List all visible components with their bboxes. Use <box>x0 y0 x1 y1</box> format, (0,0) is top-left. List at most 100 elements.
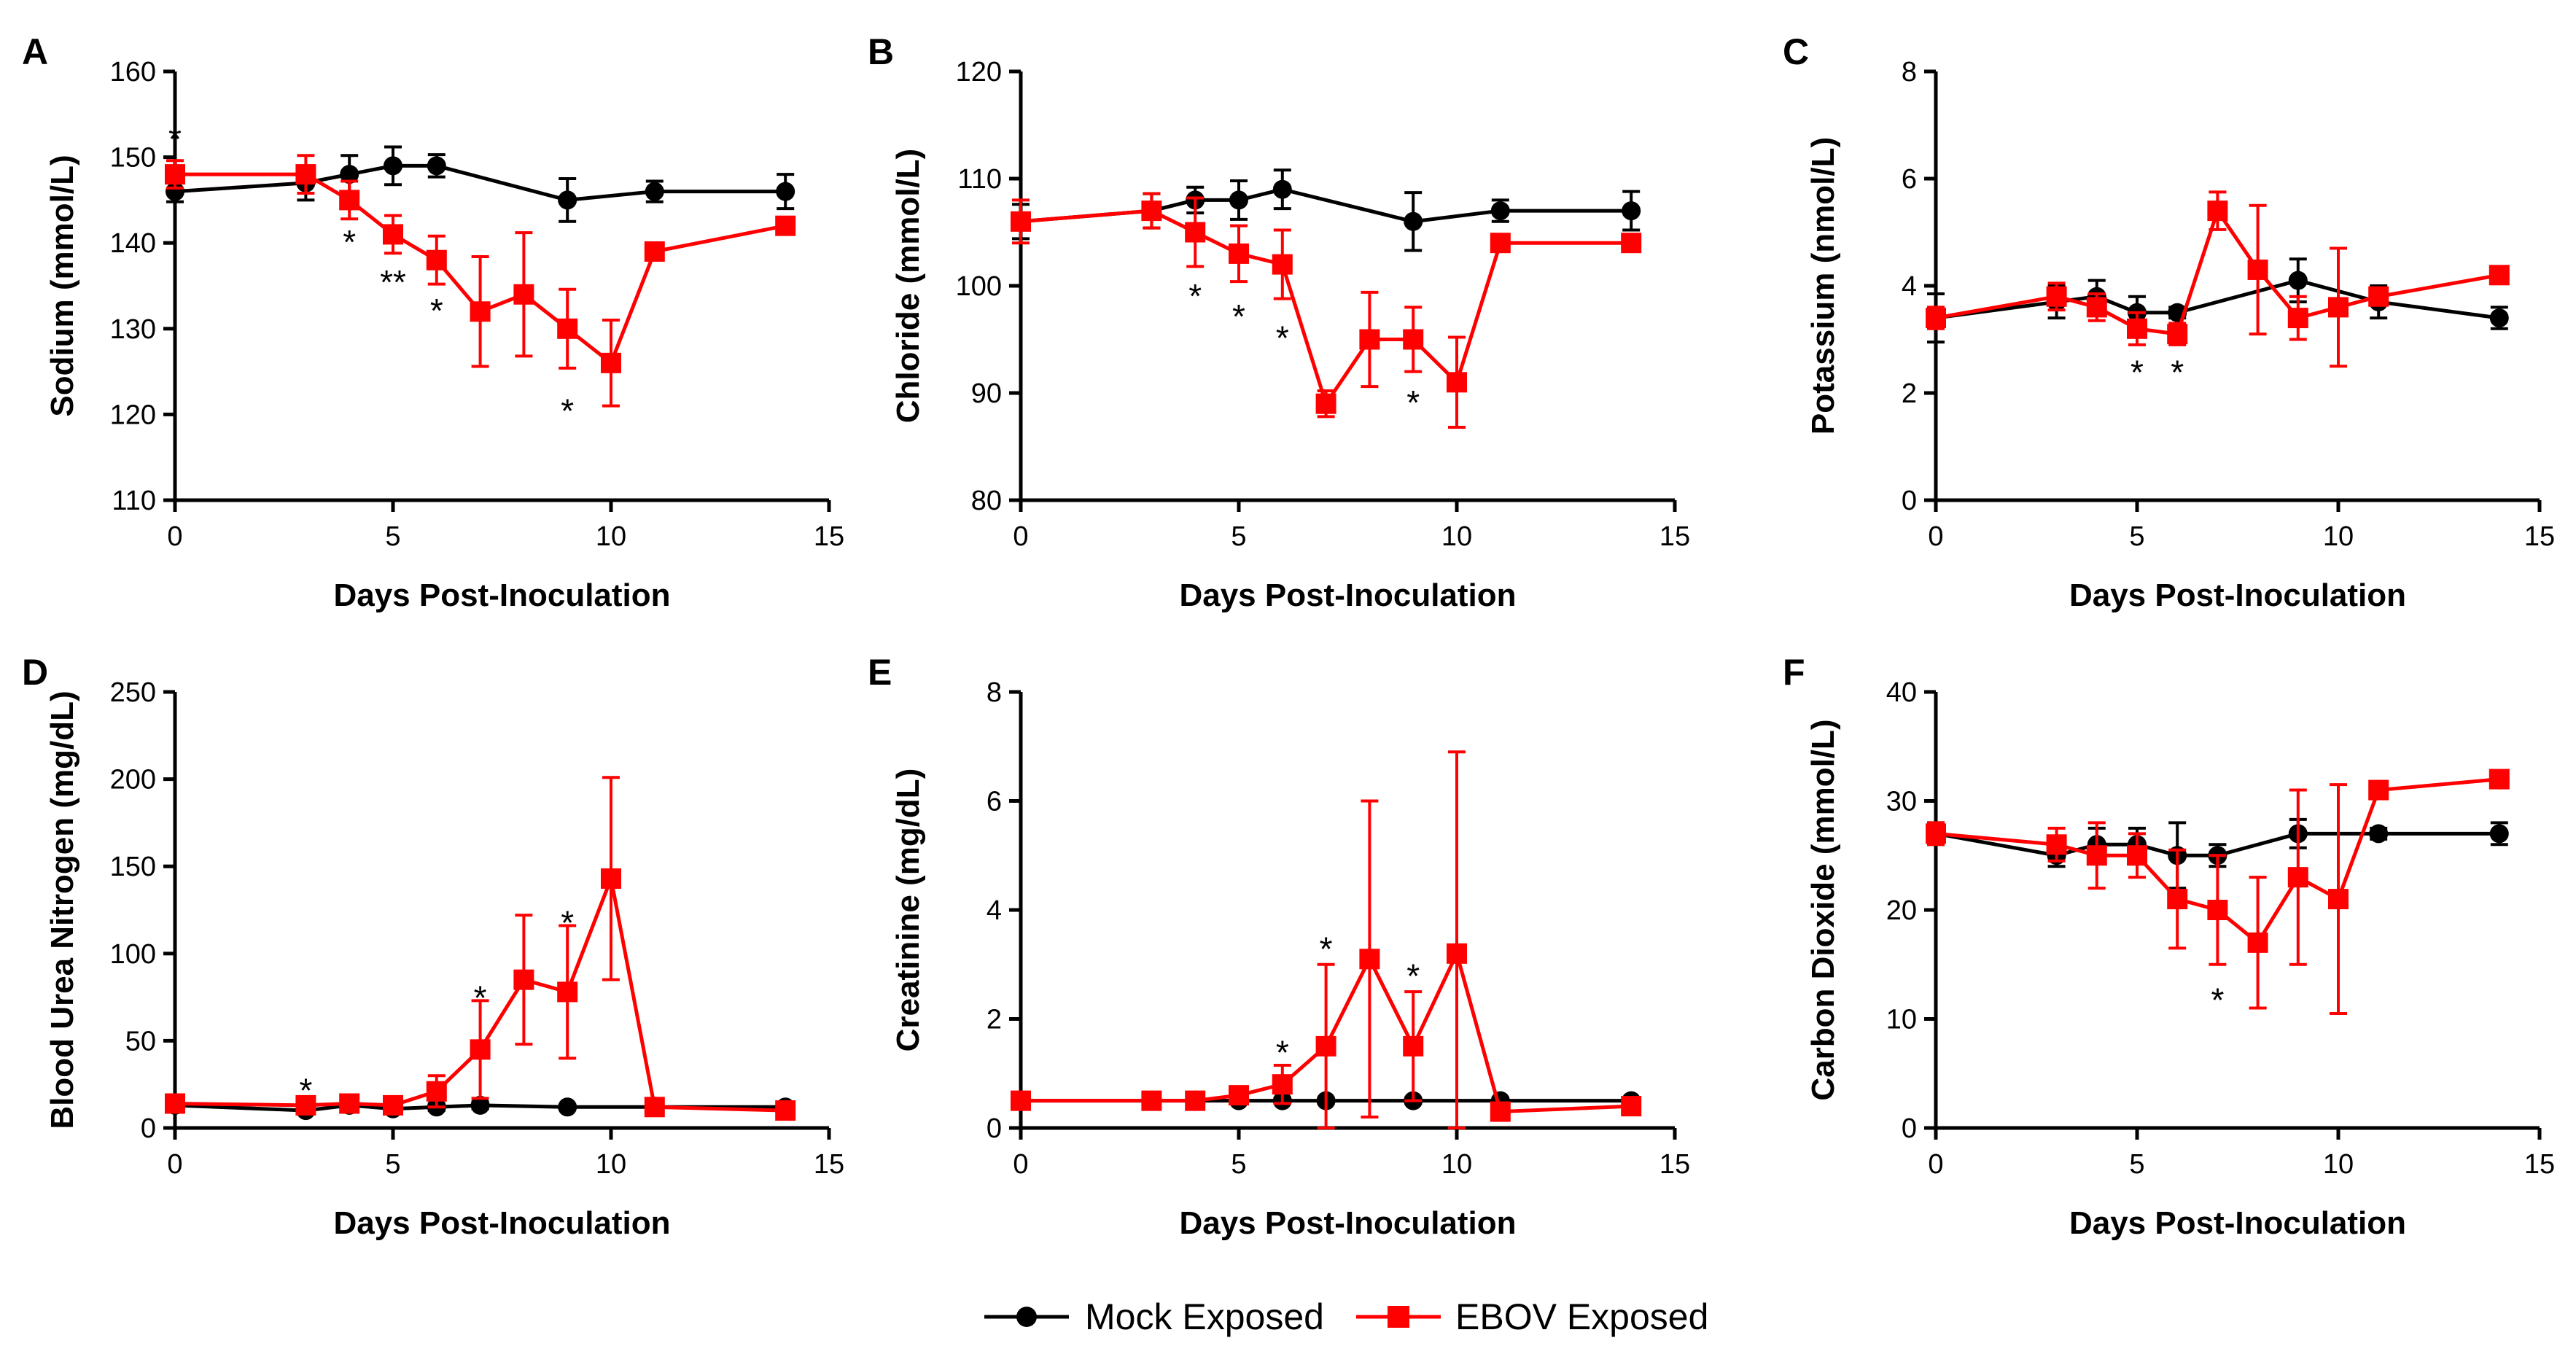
x-tick-label-a: 0 <box>167 521 182 552</box>
y-tick-label-e: 6 <box>987 787 1002 817</box>
data-point-d <box>558 1097 577 1117</box>
significance-mark-c: * <box>2171 354 2184 392</box>
y-tick-label-a: 130 <box>110 314 156 345</box>
data-point-a <box>470 301 491 322</box>
data-point-d <box>339 1093 360 1114</box>
data-point-a <box>295 164 316 185</box>
panel-b: B 0 5 10 15 80 90 100 110 120 Days Post-Inoculatio… <box>868 31 1690 613</box>
data-point-f <box>2287 867 2308 888</box>
data-point-b <box>1403 329 1424 350</box>
data-point-f <box>2247 932 2268 953</box>
data-point-a <box>427 156 446 176</box>
x-axis-title-a: Days Post-Inoculation <box>333 577 670 613</box>
series-line-b <box>1020 187 1632 224</box>
data-point-c <box>2328 297 2349 318</box>
data-point-c <box>2287 308 2308 329</box>
data-point-b <box>1359 329 1380 350</box>
y-tick-label-d: 250 <box>110 677 156 708</box>
y-tick-label-b: 120 <box>956 57 1002 87</box>
data-point-f <box>2207 900 2228 920</box>
data-point-d <box>775 1100 796 1121</box>
x-tick-label-a: 5 <box>385 521 400 552</box>
panel-a: A 0 5 10 15 110 120 130 140 150 160 Days Post-Inocu… <box>22 31 844 613</box>
panel-c: C 0 5 10 15 0 2 4 6 8 Days Post-Inoculation Potassi… <box>1783 31 2555 613</box>
data-point-c <box>2489 265 2510 286</box>
x-tick-label-f: 0 <box>1928 1149 1943 1180</box>
significance-mark-f: * <box>2211 981 2224 1019</box>
data-point-b <box>1447 372 1467 393</box>
data-point-a <box>513 284 534 305</box>
y-tick-label-b: 80 <box>971 486 1002 516</box>
y-axis-title-c: Potassium (nmol/L) <box>1805 137 1841 435</box>
data-point-f <box>2368 779 2389 801</box>
legend-ebov-label: EBOV Exposed <box>1455 1296 1708 1337</box>
series-line-a <box>174 163 786 202</box>
x-tick-label-c: 5 <box>2129 521 2144 552</box>
data-point-c <box>2489 308 2509 328</box>
y-tick-label-e: 0 <box>987 1113 1002 1144</box>
data-point-f <box>2328 889 2349 910</box>
data-point-f <box>2046 834 2067 855</box>
data-point-b <box>1229 243 1249 264</box>
data-point-d <box>644 1097 665 1118</box>
data-point-e <box>1229 1085 1249 1106</box>
series-ebov-d <box>165 776 796 1121</box>
data-point-a <box>558 190 577 210</box>
y-axis-title-b: Chloride (mmol/L) <box>890 149 926 423</box>
y-tick-label-a: 120 <box>110 400 156 430</box>
x-axis-title-c: Days Post-Inoculation <box>2069 577 2406 613</box>
series-ebov-c <box>1926 190 2510 368</box>
data-point-c <box>2167 324 2188 345</box>
x-tick-label-b: 5 <box>1231 521 1246 552</box>
data-point-a <box>340 165 359 184</box>
x-tick-label-b: 15 <box>1659 521 1690 552</box>
significance-mark-a: * <box>168 120 182 158</box>
data-point-d <box>295 1094 316 1116</box>
x-tick-label-f: 10 <box>2323 1149 2354 1180</box>
data-point-b <box>1229 190 1248 210</box>
series-mock-a <box>166 145 795 223</box>
significance-mark-e: * <box>1320 930 1333 968</box>
x-tick-label-e: 10 <box>1441 1149 1472 1180</box>
y-axis-title-d: Blood Urea Nitrogen (mg/dL) <box>44 690 80 1129</box>
data-point-a <box>383 224 403 245</box>
y-tick-label-c: 8 <box>1902 57 1917 87</box>
y-tick-label-a: 140 <box>110 228 156 259</box>
y-axis-title-f: Carbon Dioxide (mmol/L) <box>1805 719 1841 1100</box>
y-tick-label-f: 0 <box>1902 1113 1917 1144</box>
panel-letter-a: A <box>22 31 48 72</box>
x-axis-title-e: Days Post-Inoculation <box>1179 1205 1516 1241</box>
data-point-b <box>1272 179 1292 199</box>
significance-mark-b: * <box>1188 277 1202 315</box>
data-point-a <box>644 241 665 262</box>
panel-letter-f: F <box>1783 652 1805 693</box>
x-axis-title-b: Days Post-Inoculation <box>1179 577 1516 613</box>
y-tick-label-b: 100 <box>956 271 1002 302</box>
data-point-f <box>2489 824 2509 844</box>
x-tick-label-b: 10 <box>1441 521 1472 552</box>
data-point-e <box>1359 949 1380 970</box>
data-point-f <box>1926 823 1946 844</box>
significance-mark-d: * <box>299 1071 312 1109</box>
legend-mock-marker <box>1016 1307 1037 1327</box>
legend-mock-label: Mock Exposed <box>1085 1296 1324 1337</box>
series-mock-b <box>1011 168 1641 252</box>
data-point-c <box>2207 201 2228 222</box>
data-point-b <box>1141 201 1162 222</box>
data-point-c <box>2247 259 2268 280</box>
data-point-f <box>2086 845 2107 866</box>
significance-mark-a: * <box>561 392 574 430</box>
y-tick-label-f: 30 <box>1886 787 1917 817</box>
data-point-c <box>2046 286 2067 307</box>
y-tick-label-e: 2 <box>987 1005 1002 1035</box>
y-tick-label-b: 90 <box>971 378 1002 409</box>
significance-mark-a: * <box>430 292 443 330</box>
series-line-b <box>1020 209 1632 408</box>
x-tick-label-b: 0 <box>1013 521 1028 552</box>
panel-letter-c: C <box>1783 31 1809 72</box>
significance-mark-b: * <box>1406 384 1420 421</box>
y-tick-label-e: 4 <box>987 895 1002 926</box>
y-axis-title-e: Creatinine (mg/dL) <box>890 769 926 1052</box>
